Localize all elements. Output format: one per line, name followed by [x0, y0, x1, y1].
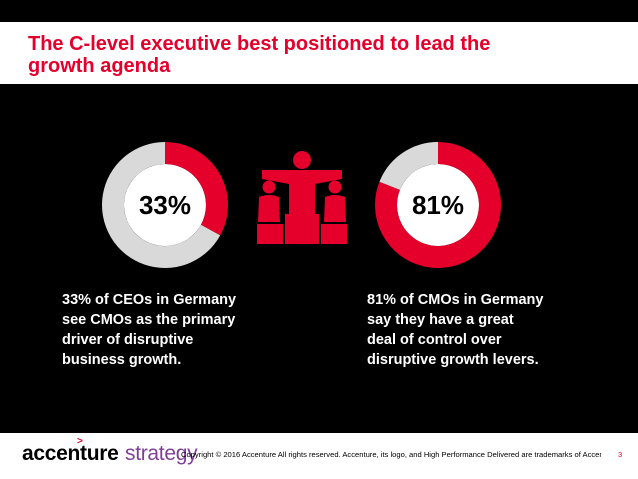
donut-chart-ceo [102, 142, 228, 268]
logo-sub-word: strategy [125, 442, 198, 465]
donut-slice-rest [102, 142, 221, 268]
stat-line: 33% of CEOs in Germany [62, 292, 237, 308]
donut-center [124, 164, 206, 246]
page-number: 3 [618, 450, 623, 459]
stat-line: 81% of CMOs in Germany [367, 292, 544, 308]
stat-line: say they have a great [367, 312, 514, 328]
donut-center-label-cmo: 81% [412, 190, 464, 220]
accenture-chevron-icon: > [77, 436, 83, 447]
podium-people-icon [257, 151, 347, 244]
copyright-text: Copyright © 2016 Accenture All rights re… [181, 450, 601, 459]
stat-line: deal of control over [367, 332, 502, 348]
donut-chart-cmo [375, 142, 501, 268]
slide-title: The C-level executive best positioned to… [28, 33, 588, 77]
slide-title-line-2: growth agenda [28, 55, 171, 77]
donut-slice-value [375, 142, 501, 268]
donut-center [397, 164, 479, 246]
logo-main-word: accenture [22, 442, 119, 465]
stat-line: see CMOs as the primary [62, 312, 236, 328]
stat-line: business growth. [62, 352, 182, 368]
stat-line: disruptive growth levers. [367, 352, 539, 368]
title-bar [0, 22, 638, 84]
donut-center-label-ceo: 33% [139, 190, 191, 220]
donut-slice-value [164, 142, 228, 236]
stat-line: driver of disruptive [62, 332, 194, 348]
stat-text-ceo: 33% of CEOs in Germany see CMOs as the p… [62, 290, 236, 370]
footer-bar [0, 433, 638, 479]
slide-title-line-1: The C-level executive best positioned to… [28, 33, 491, 55]
donut-slice-rest [379, 142, 439, 191]
stat-text-cmo: 81% of CMOs in Germany say they have a g… [367, 290, 543, 370]
